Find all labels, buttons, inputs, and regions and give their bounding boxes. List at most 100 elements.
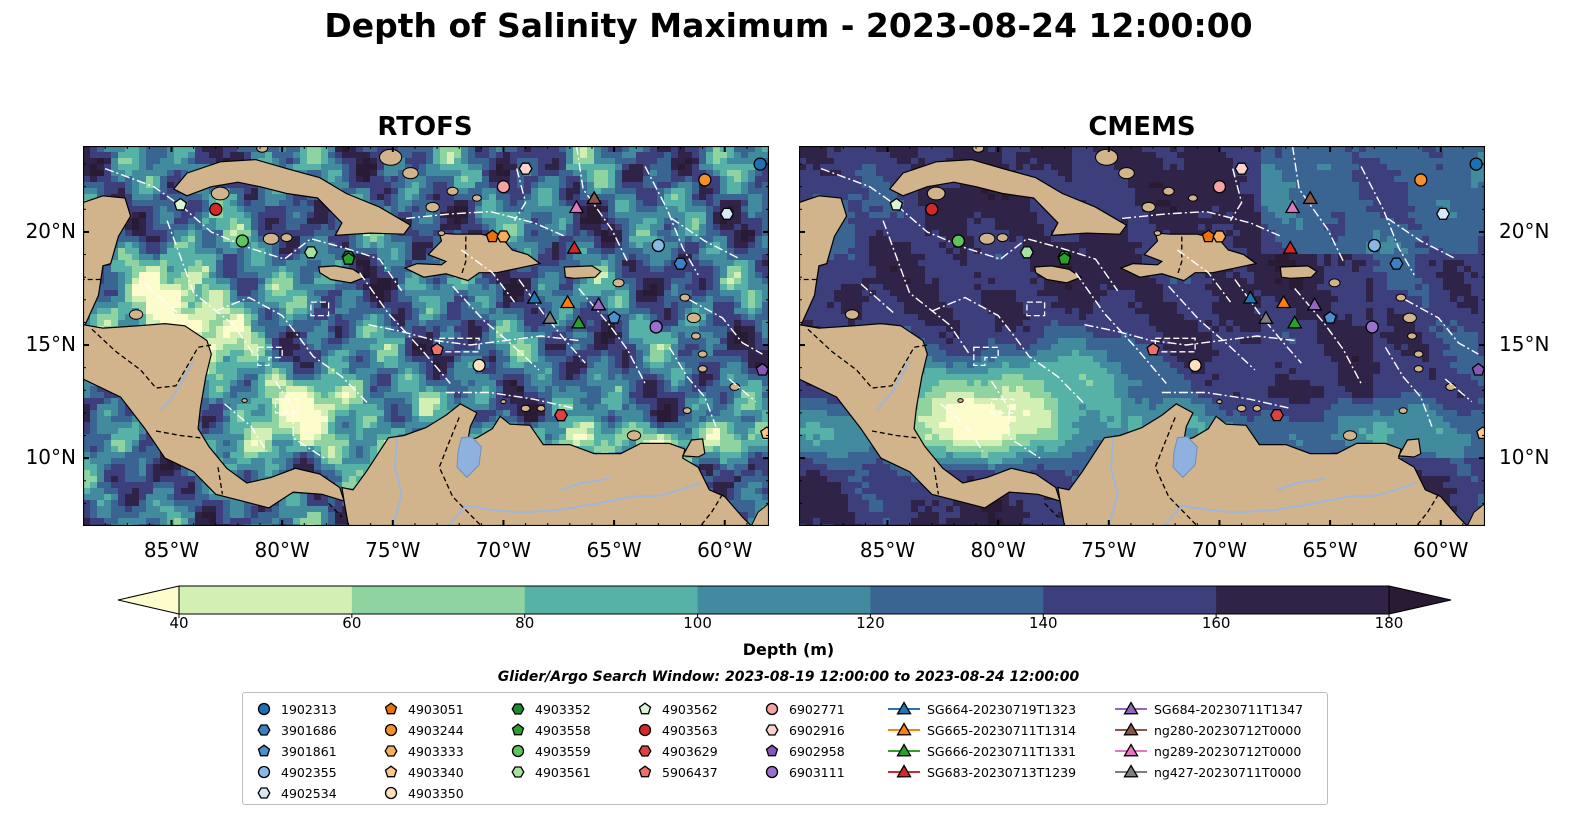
- marker-4903562[interactable]: [173, 197, 188, 211]
- marker-4903562[interactable]: [889, 197, 904, 211]
- colorbar-segment: [870, 586, 1044, 614]
- colorbar-tick-label: 40: [169, 614, 189, 632]
- marker-4903629[interactable]: [1269, 409, 1285, 422]
- lat-tick-label-right: 20°N: [1499, 218, 1550, 243]
- legend-marker-icon: [384, 765, 398, 778]
- marker-5906437[interactable]: [430, 342, 444, 356]
- marker-ng280-20230712T0000[interactable]: [586, 190, 603, 205]
- lon-tick-label: 60°W: [1413, 538, 1469, 562]
- marker-SG683-20230713T1239[interactable]: [566, 240, 583, 254]
- marker-6902916[interactable]: [1234, 162, 1249, 175]
- colorbar-tick-label: 100: [683, 614, 712, 632]
- legend-marker-icon: [384, 723, 398, 737]
- marker-6903111[interactable]: [1365, 320, 1379, 334]
- marker-4903051[interactable]: [485, 229, 500, 243]
- marker-3901861[interactable]: [1323, 310, 1337, 324]
- eez-boundaries: [104, 146, 763, 459]
- legend-item: 4903352: [507, 699, 591, 719]
- legend-marker-icon: [888, 722, 920, 736]
- marker-SG665-20230711T1314[interactable]: [559, 294, 576, 309]
- marker-4903559[interactable]: [951, 234, 965, 248]
- legend-marker-icon: [1115, 764, 1147, 778]
- land-pr: [1279, 265, 1318, 279]
- marker-3901686[interactable]: [1389, 257, 1404, 270]
- legend-item: ng427-20230711T0000: [1114, 762, 1301, 782]
- colorbar-tick-label: 140: [1028, 614, 1058, 632]
- marker-ng280-20230712T0000[interactable]: [1302, 190, 1319, 205]
- marker-SG664-20230719T1323[interactable]: [526, 289, 543, 304]
- marker-4903244[interactable]: [698, 173, 712, 187]
- marker-4903563[interactable]: [925, 202, 939, 216]
- legend-item-label: SG664-20230719T1323: [927, 701, 1077, 717]
- legend-item: 4903051: [380, 699, 464, 719]
- marker-4903558[interactable]: [1057, 251, 1072, 265]
- legend-item: 4903350: [380, 783, 464, 803]
- map-panel-rtofs[interactable]: [83, 146, 769, 526]
- legend-item-label: 4903352: [535, 701, 591, 717]
- marker-4903244[interactable]: [1414, 173, 1428, 187]
- marker-4903563[interactable]: [209, 202, 223, 216]
- marker-6903111[interactable]: [649, 320, 663, 334]
- legend-item: 3901861: [253, 741, 337, 761]
- legend-item-label: 3901861: [281, 743, 337, 759]
- marker-SG666-20230711T1331[interactable]: [570, 314, 587, 329]
- marker-3901861[interactable]: [607, 310, 621, 324]
- legend: 1902313 3901686 3901861 4902355 4902534 49030…: [242, 692, 1328, 805]
- marker-4902355[interactable]: [651, 238, 666, 253]
- marker-SG665-20230711T1314[interactable]: [1275, 294, 1292, 309]
- marker-4903561[interactable]: [303, 246, 318, 259]
- marker-ng427-20230711T0000[interactable]: [1258, 310, 1274, 324]
- lat-tick-label-left: 10°N: [25, 445, 76, 470]
- lake-maracaibo: [456, 436, 482, 479]
- marker-4903629[interactable]: [553, 409, 569, 422]
- marker-ng427-20230711T0000[interactable]: [542, 310, 558, 324]
- map-panel-cmems[interactable]: [799, 146, 1485, 526]
- country-borders: [83, 236, 724, 526]
- marker-4903559[interactable]: [235, 234, 249, 248]
- marker-4903051[interactable]: [1201, 229, 1216, 243]
- legend-item: 1902313: [253, 699, 337, 719]
- marker-4903350[interactable]: [472, 358, 486, 373]
- legend-item: 4902534: [253, 783, 337, 803]
- marker-4903333[interactable]: [1212, 230, 1227, 243]
- legend-item: SG666-20230711T1331: [887, 741, 1076, 761]
- legend-marker-icon: [257, 787, 271, 799]
- marker-SG684-20230711T1347[interactable]: [590, 296, 607, 311]
- marker-SG683-20230713T1239[interactable]: [1282, 240, 1299, 254]
- marker-SG684-20230711T1347[interactable]: [1306, 296, 1323, 311]
- lat-tick-label-right: 15°N: [1499, 332, 1550, 357]
- marker-6902916[interactable]: [518, 162, 533, 175]
- marker-SG666-20230711T1331[interactable]: [1286, 314, 1303, 329]
- marker-1902313[interactable]: [753, 157, 767, 171]
- lon-tick-label: 70°W: [1191, 538, 1248, 562]
- legend-item-label: 4902534: [281, 785, 337, 801]
- marker-6902771[interactable]: [1212, 180, 1227, 194]
- marker-6902771[interactable]: [496, 180, 511, 194]
- legend-marker-icon: [765, 724, 779, 736]
- legend-item: 4903561: [507, 762, 591, 782]
- marker-4902355[interactable]: [1367, 238, 1382, 253]
- marker-ng289-20230712T0000[interactable]: [568, 199, 585, 214]
- legend-marker-icon: [511, 744, 525, 758]
- marker-4903350[interactable]: [1188, 358, 1202, 373]
- lon-tick-label: 80°W: [254, 538, 310, 562]
- legend-item-label: 6903111: [789, 764, 845, 780]
- colorbar-segment: [697, 586, 871, 614]
- legend-item-label: 4903629: [662, 743, 718, 759]
- lat-tick-label-left: 15°N: [25, 332, 76, 357]
- legend-item-label: 4903244: [408, 722, 464, 738]
- legend-marker-icon: [384, 786, 398, 800]
- marker-SG664-20230719T1323[interactable]: [1242, 289, 1259, 304]
- marker-4903561[interactable]: [1019, 246, 1034, 259]
- marker-5906437[interactable]: [1146, 342, 1160, 356]
- legend-marker-icon: [638, 745, 652, 757]
- marker-ng289-20230712T0000[interactable]: [1284, 199, 1301, 214]
- marker-3901686[interactable]: [673, 257, 688, 270]
- marker-4902534[interactable]: [719, 207, 735, 220]
- marker-4903333[interactable]: [496, 230, 511, 243]
- marker-4902534[interactable]: [1435, 207, 1451, 220]
- legend-item: SG684-20230711T1347: [1114, 699, 1303, 719]
- legend-marker-icon: [511, 766, 525, 778]
- marker-1902313[interactable]: [1469, 157, 1483, 171]
- marker-4903558[interactable]: [341, 251, 356, 265]
